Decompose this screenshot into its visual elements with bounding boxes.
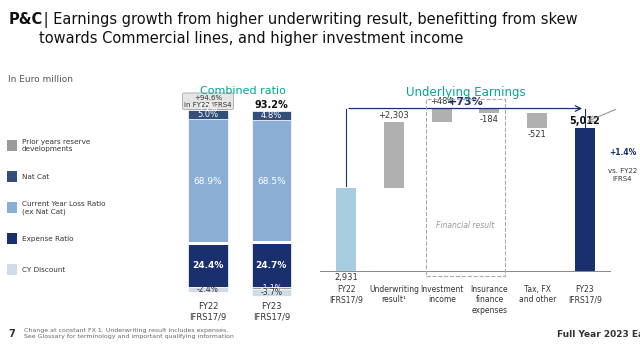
Text: 97.6%: 97.6% <box>194 97 222 106</box>
Text: 4.8%: 4.8% <box>260 111 282 120</box>
Text: +484: +484 <box>430 97 453 106</box>
Text: Expense Ratio: Expense Ratio <box>22 236 74 242</box>
Text: 93.2%: 93.2% <box>255 100 288 110</box>
FancyBboxPatch shape <box>6 264 17 276</box>
Text: 1.7%: 1.7% <box>198 104 218 113</box>
Text: Underwriting
result¹: Underwriting result¹ <box>369 285 419 305</box>
Bar <box>252 243 291 287</box>
Text: CY Discount: CY Discount <box>22 267 65 273</box>
Text: -184: -184 <box>480 115 499 124</box>
Bar <box>252 287 291 289</box>
Text: In Euro million: In Euro million <box>8 75 74 84</box>
Text: Financial result: Financial result <box>436 221 495 230</box>
Bar <box>188 243 228 287</box>
FancyBboxPatch shape <box>6 233 17 245</box>
Text: Underlying Earnings: Underlying Earnings <box>406 86 525 99</box>
Text: FY22
IFRS17/9: FY22 IFRS17/9 <box>330 285 363 305</box>
Text: P&C: P&C <box>8 12 43 27</box>
Text: 5.0%: 5.0% <box>197 110 219 119</box>
Text: 68.9%: 68.9% <box>194 177 222 186</box>
Bar <box>252 111 291 120</box>
Bar <box>252 120 291 243</box>
Text: +1.4%: +1.4% <box>609 148 636 157</box>
Bar <box>188 107 228 110</box>
Text: FY22
IFRS17/9: FY22 IFRS17/9 <box>189 302 227 321</box>
Bar <box>527 113 547 128</box>
Text: 68.5%: 68.5% <box>257 177 285 186</box>
Text: +94.6%
in FY22 IFRS4: +94.6% in FY22 IFRS4 <box>184 95 232 108</box>
Text: Combined ratio: Combined ratio <box>200 86 286 96</box>
Text: -2.4%: -2.4% <box>197 285 219 294</box>
FancyBboxPatch shape <box>6 171 17 182</box>
Bar <box>251 241 292 244</box>
Text: AXA: AXA <box>616 336 634 345</box>
Bar <box>426 100 505 276</box>
FancyBboxPatch shape <box>6 202 17 213</box>
Bar <box>575 128 595 271</box>
Bar <box>188 119 228 243</box>
Text: Change at constant FX 1. Underwriting result includes expenses.
See Glossary for: Change at constant FX 1. Underwriting re… <box>24 328 234 339</box>
Text: FY23
IFRS17/9: FY23 IFRS17/9 <box>568 285 602 305</box>
Bar <box>188 110 228 119</box>
Bar <box>336 188 356 271</box>
Text: Insurance
finance
expenses: Insurance finance expenses <box>470 285 508 315</box>
Text: -1.1%: -1.1% <box>260 284 282 293</box>
Text: Nat Cat: Nat Cat <box>22 174 49 180</box>
Text: | Earnings growth from higher underwriting result, benefitting from skew
towards: | Earnings growth from higher underwriti… <box>39 12 578 46</box>
Text: 5,012: 5,012 <box>570 116 600 126</box>
FancyBboxPatch shape <box>6 140 17 151</box>
Text: -3.7%: -3.7% <box>260 288 282 297</box>
Text: 7: 7 <box>8 329 15 339</box>
Text: vs. FY22
IFRS4: vs. FY22 IFRS4 <box>608 169 637 182</box>
Text: 2,931: 2,931 <box>334 273 358 282</box>
Bar <box>188 242 228 245</box>
Bar <box>432 108 452 122</box>
Text: -521: -521 <box>528 130 547 139</box>
Bar <box>188 287 228 292</box>
Text: Full Year 2023 Earnings: Full Year 2023 Earnings <box>557 330 640 339</box>
Text: Current Year Loss Ratio
(ex Nat Cat): Current Year Loss Ratio (ex Nat Cat) <box>22 201 106 215</box>
Bar <box>479 108 499 113</box>
Text: 24.7%: 24.7% <box>255 261 287 270</box>
Bar <box>384 122 404 188</box>
Text: FY23
IFRS17/9: FY23 IFRS17/9 <box>253 302 290 321</box>
Text: 24.4%: 24.4% <box>192 261 224 270</box>
Text: +2,303: +2,303 <box>379 111 410 120</box>
Text: Investment
income: Investment income <box>420 285 463 305</box>
Text: Tax, FX
and other: Tax, FX and other <box>518 285 556 305</box>
Text: Prior years reserve
developments: Prior years reserve developments <box>22 139 90 152</box>
Text: +73%: +73% <box>448 97 483 107</box>
Bar <box>252 289 291 296</box>
